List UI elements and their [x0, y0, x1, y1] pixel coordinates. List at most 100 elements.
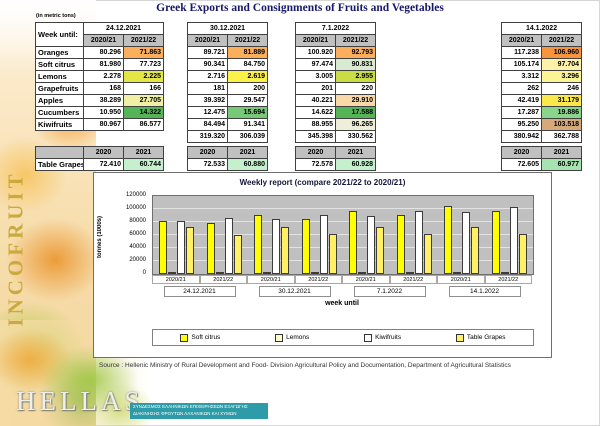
x-axis-title: week until [325, 300, 359, 307]
bar-lemons [453, 271, 462, 274]
column-gap [268, 107, 296, 119]
table-row: Kiwifruits 80.967 86.577 84.494 91.341 88.955… [35, 118, 583, 131]
legend-item: Kiwifruits [364, 333, 401, 342]
bar-lemons [263, 272, 272, 274]
total-cell: 362.788 [541, 130, 583, 143]
column-gap [164, 147, 188, 159]
category-label: 2021/22 [389, 275, 437, 284]
column-gap [164, 23, 188, 35]
y-tick-label: 0 [142, 270, 146, 276]
totals-row: 319.320 306.039 345.398 330.562 380.942 362.7… [36, 130, 583, 143]
value-cell: 60.880 [227, 158, 268, 171]
table-row: Grapefruits 168 166 181 200 201 220 262 246 [35, 82, 583, 95]
column-gap [164, 95, 188, 107]
column-gap [376, 35, 502, 47]
bar-table-grapes [233, 234, 242, 274]
value-cell: 92.793 [335, 46, 377, 59]
value-cell: 2.225 [122, 70, 165, 83]
value-cell: 84.494 [187, 118, 229, 131]
table-row: Oranges 80.296 71.863 89.721 81.889 100.920 92… [35, 46, 583, 59]
table-grapes-row: Table Grapes 72.410 60.744 72.533 60.880 72.5… [35, 158, 582, 171]
y-tick-label: 40000 [129, 244, 146, 250]
value-cell: 2.955 [335, 70, 377, 83]
y-tick-label: 60000 [129, 231, 146, 237]
value-cell: 86.577 [122, 118, 165, 131]
category-label: 2020/21 [437, 275, 485, 284]
bar-kiwifruits [272, 219, 281, 274]
bar-kiwifruits [509, 206, 518, 274]
chart-title: Weekly report (compare 2021/22 to 2020/2… [239, 178, 406, 187]
season-header: 2021/22 [122, 34, 165, 47]
column-gap [268, 59, 296, 71]
value-cell: 97.474 [295, 58, 337, 71]
value-cell: 103.518 [541, 118, 583, 131]
bar-kiwifruits [367, 216, 376, 274]
bar-soft-citrus [491, 210, 500, 274]
row-label: Kiwifruits [35, 118, 84, 131]
value-cell: 17.588 [335, 106, 377, 119]
column-gap [268, 47, 296, 59]
exports-table: Week until: 24.12.2021 30.12.2021 7.1.2022 1… [35, 22, 583, 143]
value-cell: 71.863 [122, 46, 165, 59]
bar-soft-citrus [349, 210, 358, 274]
value-cell: 19.886 [541, 106, 583, 119]
value-cell: 3.312 [501, 70, 543, 83]
y-axis: 0 20000 40000 60000 80000 100000 120000 [98, 192, 148, 276]
value-cell: 15.694 [227, 106, 269, 119]
value-cell: 12.475 [187, 106, 229, 119]
value-cell: 2.619 [227, 70, 269, 83]
season-header: 2020/21 [295, 34, 337, 47]
value-cell: 31.179 [541, 94, 583, 107]
value-cell: 40.221 [295, 94, 337, 107]
year-header: 2021 [541, 146, 582, 159]
bar-table-grapes [186, 226, 195, 274]
year-header: 2020 [83, 146, 124, 159]
row-label: Soft citrus [35, 58, 84, 71]
gridline [153, 260, 533, 261]
bar-kiwifruits [177, 221, 186, 274]
value-cell: 14.322 [122, 106, 165, 119]
value-cell: 100.920 [295, 46, 337, 59]
date-header: 24.12.2021 [82, 22, 165, 35]
bar-lemons [310, 272, 319, 274]
value-cell: 29.910 [335, 94, 377, 107]
bar-kiwifruits [224, 217, 233, 274]
date-label: 7.1.2022 [353, 286, 426, 297]
value-cell: 60.977 [541, 158, 582, 171]
value-cell: 27.705 [122, 94, 165, 107]
value-cell: 72.410 [83, 158, 124, 171]
row-label: Apples [35, 94, 84, 107]
plot-area [152, 195, 534, 275]
total-cell: 345.398 [295, 130, 337, 143]
column-gap [376, 107, 502, 119]
value-cell: 96.265 [335, 118, 377, 131]
category-label: 2021/22 [294, 275, 342, 284]
bar-soft-citrus [254, 215, 263, 274]
total-empty [124, 131, 164, 143]
gridline [153, 247, 533, 248]
column-gap [376, 159, 502, 171]
value-cell: 72.533 [187, 158, 228, 171]
category-label: 2021/22 [484, 275, 532, 284]
value-cell: 84.750 [227, 58, 269, 71]
season-header: 2020/21 [501, 34, 543, 47]
column-gap [268, 131, 296, 143]
value-cell: 60.928 [335, 158, 376, 171]
legend-swatch-soft-citrus [180, 333, 189, 342]
hellas-wordmark: HELLAS [16, 386, 144, 416]
date-axis: 24.12.2021 30.12.2021 7.1.2022 14.1.2022 [152, 286, 532, 298]
y-tick-label: 20000 [129, 257, 146, 263]
value-cell: 95.250 [501, 118, 543, 131]
legend-item: Table Grapes [455, 333, 506, 342]
value-cell: 2.278 [83, 70, 124, 83]
bar-lemons [215, 272, 224, 274]
page-title: Greek Exports and Consignments of Fruits… [156, 2, 444, 14]
column-gap [268, 95, 296, 107]
value-cell: 3.296 [541, 70, 583, 83]
column-gap [164, 107, 188, 119]
column-gap [268, 35, 296, 47]
date-header: 14.1.2022 [501, 22, 583, 35]
date-header: 30.12.2021 [187, 22, 269, 35]
year-header-row: 2020 2021 2020 2021 2020 2021 2020 2021 [35, 146, 582, 159]
bar-soft-citrus [301, 218, 310, 274]
